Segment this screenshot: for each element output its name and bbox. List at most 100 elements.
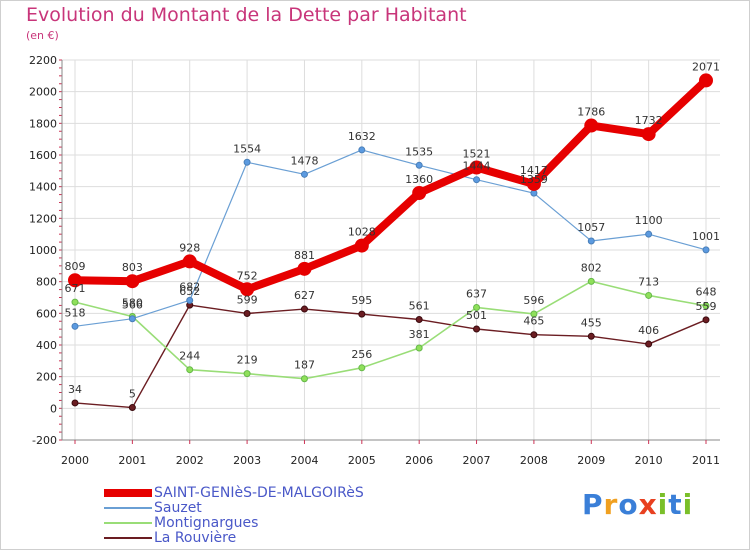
data-label: 1360 — [405, 173, 433, 186]
data-label: 501 — [466, 309, 487, 322]
data-label: 682 — [179, 280, 200, 293]
data-label: 34 — [68, 383, 82, 396]
y-tick-label: 1800 — [29, 117, 57, 130]
data-label: 1417 — [520, 164, 548, 177]
y-tick-label: 400 — [36, 339, 57, 352]
y-tick-label: -200 — [32, 434, 57, 447]
data-label: 187 — [294, 359, 315, 372]
grid-layer — [62, 59, 720, 441]
logo-letter: P — [582, 488, 604, 521]
data-point — [473, 176, 481, 184]
data-label: 1478 — [290, 154, 318, 167]
x-tick-label: 2002 — [176, 454, 204, 467]
data-label: 627 — [294, 289, 315, 302]
data-point — [473, 325, 481, 333]
x-tick-label: 2006 — [405, 454, 433, 467]
data-point — [68, 273, 82, 288]
data-point — [243, 158, 251, 166]
data-label: 752 — [237, 269, 258, 282]
data-point — [645, 340, 653, 348]
data-point — [186, 366, 194, 374]
data-point — [358, 310, 366, 318]
data-point — [186, 296, 194, 304]
y-tick-label: 2000 — [29, 86, 57, 99]
chart-title: Evolution du Montant de la Dette par Hab… — [26, 4, 467, 26]
data-point — [412, 186, 427, 200]
data-label: 1786 — [577, 106, 605, 119]
data-point — [297, 261, 312, 276]
x-tick-label: 2000 — [61, 454, 89, 467]
data-label: 1732 — [635, 114, 663, 127]
data-label: 671 — [65, 282, 86, 295]
data-point — [240, 282, 255, 297]
data-label: 219 — [237, 354, 258, 367]
data-label: 1521 — [463, 148, 491, 161]
legend-label: La Rouvière — [154, 530, 237, 546]
data-label: 599 — [237, 293, 258, 306]
data-label: 244 — [179, 350, 200, 363]
legend-label: SAINT-GENIèS-DE-MALGOIRèS — [154, 485, 364, 501]
data-point — [584, 118, 599, 133]
y-tick-label: 1200 — [29, 212, 57, 225]
data-label: 1359 — [520, 173, 548, 186]
legend-swatch — [104, 537, 152, 539]
data-label: 1444 — [463, 160, 491, 173]
data-point — [530, 189, 538, 197]
data-point — [702, 246, 710, 254]
data-point — [530, 310, 538, 318]
data-label: 406 — [638, 324, 659, 337]
data-point — [182, 254, 197, 269]
data-label: 455 — [581, 316, 602, 329]
data-point — [473, 303, 481, 311]
data-point — [415, 161, 423, 169]
series-line — [74, 280, 707, 380]
data-label: 1057 — [577, 221, 605, 234]
data-point — [71, 298, 79, 306]
data-label: 713 — [638, 275, 659, 288]
data-label: 566 — [122, 299, 143, 312]
logo-letter: i — [682, 488, 694, 521]
legend-label: Sauzet — [154, 500, 202, 516]
data-point — [587, 277, 595, 285]
y-tick-label: 2200 — [29, 54, 57, 67]
chart-subtitle: (en €) — [26, 29, 59, 42]
data-point — [645, 230, 653, 238]
x-tick-label: 2004 — [290, 454, 318, 467]
data-label: 518 — [65, 306, 86, 319]
data-label: 559 — [696, 300, 717, 313]
logo-letter: x — [638, 488, 658, 521]
x-tick-label: 2003 — [233, 454, 261, 467]
data-label: 809 — [65, 260, 86, 273]
data-label: 1535 — [405, 145, 433, 158]
data-label: 652 — [179, 285, 200, 298]
legend-swatch — [104, 507, 152, 509]
logo-letter: t — [668, 488, 683, 521]
data-label: 1001 — [692, 230, 720, 243]
series-line — [71, 76, 710, 294]
data-label: 5 — [129, 388, 136, 401]
data-label: 648 — [696, 286, 717, 299]
data-point — [530, 331, 538, 339]
y-tick-label: 600 — [36, 307, 57, 320]
y-tick-label: 1400 — [29, 181, 57, 194]
data-point — [128, 404, 136, 412]
axis-layer: -200 0 200 400 600 800 1000 1200 1400 1600 1800 200… — [29, 54, 720, 467]
data-point — [300, 375, 308, 383]
data-point — [243, 370, 251, 378]
data-point — [243, 309, 251, 317]
data-point — [645, 291, 653, 299]
data-label: 580 — [122, 297, 143, 310]
data-point — [702, 316, 710, 324]
data-label: 637 — [466, 287, 487, 300]
data-point — [300, 170, 308, 178]
legend-label: Montignargues — [154, 515, 259, 531]
data-label: 596 — [523, 294, 544, 307]
data-label: 1554 — [233, 142, 261, 155]
label-layer: 809 803 928 752 881 1028 1360 1521 1417 1786 1732 2… — [65, 60, 721, 400]
data-label: 1100 — [635, 214, 663, 227]
data-point — [641, 127, 656, 142]
data-point — [699, 73, 713, 88]
data-label: 1632 — [348, 130, 376, 143]
data-point — [300, 305, 308, 313]
